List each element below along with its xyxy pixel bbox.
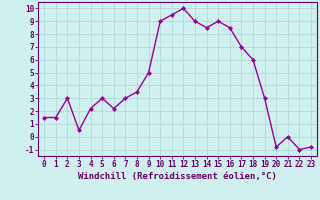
X-axis label: Windchill (Refroidissement éolien,°C): Windchill (Refroidissement éolien,°C) [78,172,277,181]
